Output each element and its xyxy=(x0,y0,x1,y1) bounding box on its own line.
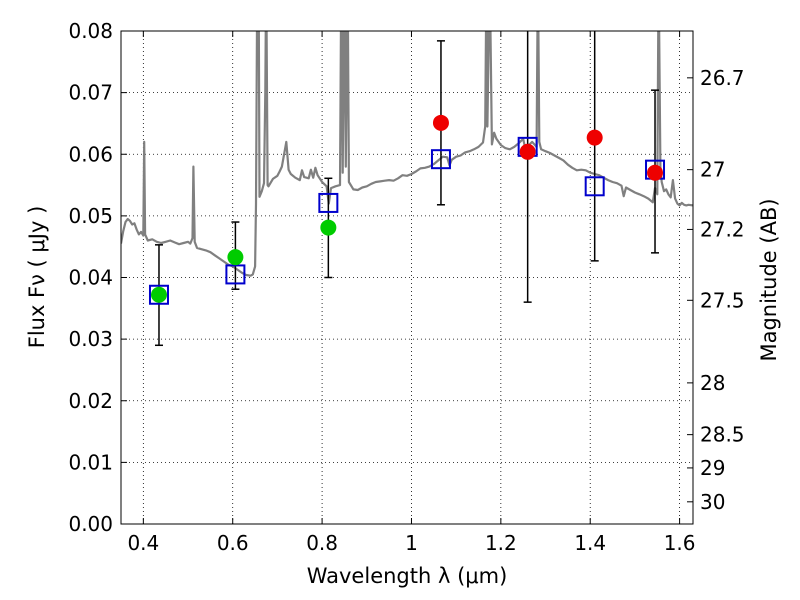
observed-point xyxy=(519,143,536,160)
x-tick-label: 1 xyxy=(405,531,418,555)
y2-tick-label: 27.5 xyxy=(700,288,745,312)
plot-area xyxy=(121,31,693,347)
y2-axis-label: Magnitude (AB) xyxy=(757,198,781,361)
y2-tick-label: 30 xyxy=(700,490,725,514)
y-tick-label: 0.03 xyxy=(68,327,113,351)
x-tick-label: 0.4 xyxy=(127,531,159,555)
y-tick-label: 0.07 xyxy=(68,81,113,105)
y-tick-label: 0.06 xyxy=(68,142,113,166)
model-box-marker xyxy=(430,149,451,170)
y2-tick-label: 28.5 xyxy=(700,423,745,447)
observed-point xyxy=(432,114,449,131)
y2-tick-label: 27 xyxy=(700,158,725,182)
observed-point xyxy=(586,129,603,146)
x-tick-label: 1.6 xyxy=(664,531,696,555)
observed-point xyxy=(647,164,664,181)
x-tick-label: 1.4 xyxy=(574,531,606,555)
axis-ticks: 0.4 0.6 0.8 1 1.2 1.4 1.6 0.00 0.01 0.02 0.03 0.04 0… xyxy=(68,19,744,555)
y-tick-label: 0.08 xyxy=(68,19,113,43)
model-box-marker xyxy=(225,264,246,285)
y2-tick-label: 26.7 xyxy=(700,66,745,90)
spectrum-line xyxy=(121,31,693,277)
y2-tick-label: 27.2 xyxy=(700,217,745,241)
y-tick-label: 0.01 xyxy=(68,450,113,474)
observed-point xyxy=(227,249,244,266)
y-tick-label: 0.00 xyxy=(68,512,113,536)
x-tick-label: 0.8 xyxy=(306,531,338,555)
plot-frame xyxy=(120,30,694,525)
y-axis-label: Flux Fν ( μJy ) xyxy=(25,206,49,349)
model-box-marker xyxy=(318,192,339,213)
y2-tick-label: 28 xyxy=(700,371,725,395)
y-tick-label: 0.02 xyxy=(68,389,113,413)
observed-point xyxy=(320,219,337,236)
observed-point xyxy=(150,286,167,303)
grid-lines xyxy=(121,30,693,525)
model-box-marker xyxy=(584,176,605,197)
y-tick-label: 0.04 xyxy=(68,266,113,290)
x-tick-label: 0.6 xyxy=(217,531,249,555)
y-tick-label: 0.05 xyxy=(68,204,113,228)
x-tick-label: 1.2 xyxy=(485,531,517,555)
y2-tick-label: 29 xyxy=(700,456,725,480)
x-axis-label: Wavelength λ (μm) xyxy=(307,564,508,588)
model-box-marker xyxy=(148,284,169,305)
